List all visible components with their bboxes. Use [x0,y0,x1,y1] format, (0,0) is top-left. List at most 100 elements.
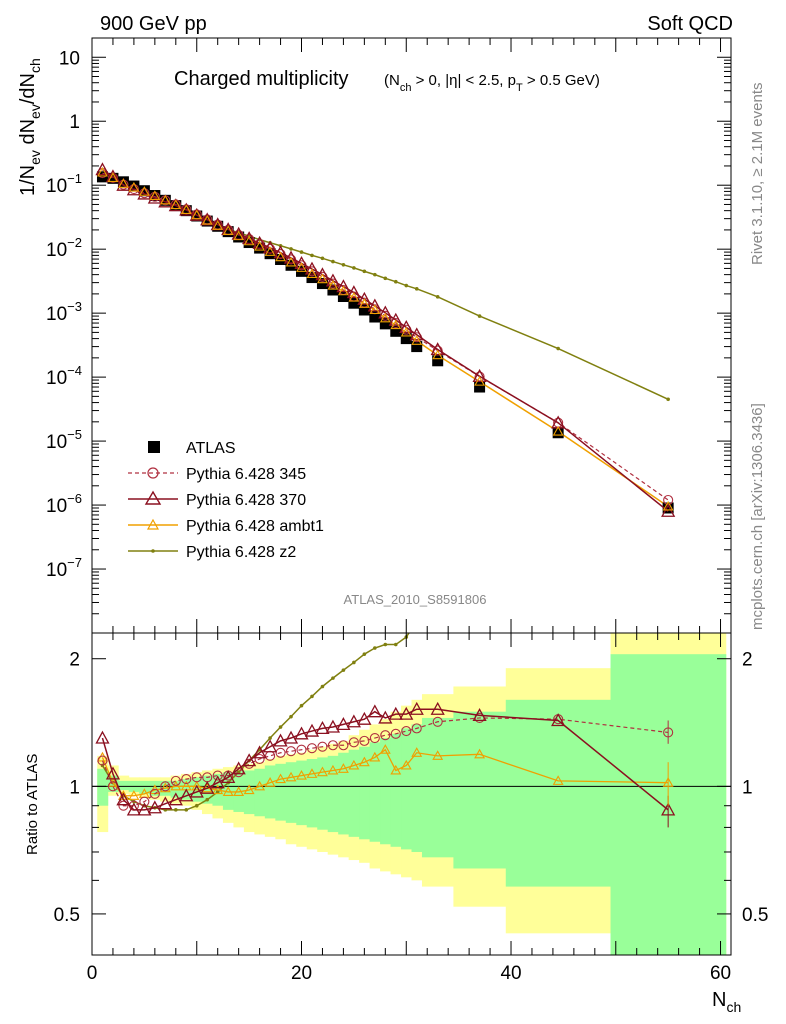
point-ambt1 [180,204,192,215]
ratio-point-z2 [320,684,325,689]
x-tick-label: 0 [87,963,98,984]
ratio-point-z2 [415,620,419,624]
ratio-uncertainty-bands [97,633,727,955]
ratio-point-z2 [666,402,670,406]
ratio-point-ambt1 [474,748,486,759]
ratio-point-ambt1 [275,773,286,784]
data-point [233,231,245,243]
ratio-point-ambt1 [348,759,360,770]
ratio-point-ambt1 [400,759,412,770]
legend-label-data: ATLAS [186,440,236,457]
ratio-point-p345 [285,746,297,757]
main-panel-ticks [91,37,731,634]
band-green [222,772,234,810]
ratio-point-p345 [139,796,150,807]
ratio-point-p370 [158,796,173,810]
point-ambt1 [348,291,360,302]
ratio-point-p345 [97,755,108,766]
y-tick-label: 1 [69,112,80,133]
ratio-point-z2 [299,703,304,708]
data-point [117,176,129,188]
ratio-point-z2 [331,676,335,680]
band-green [390,733,402,847]
ratio-point-p345 [181,774,192,785]
point-p370 [252,235,267,249]
point-ambt1 [264,246,276,256]
point-p370 [189,207,204,221]
ratio-point-p370 [210,775,225,789]
ratio-point-z2 [556,488,560,492]
point-z2 [435,295,440,299]
ratio-point-p370 [221,769,236,783]
point-ambt1 [400,326,412,337]
point-ambt1 [390,319,402,330]
y-axis-label: 1/Nev dNev/dNch [17,58,43,196]
ratio-point-p345 [390,728,401,739]
point-ambt1 [296,262,307,272]
side-label-bottom: mcplots.cern.ch [arXiv:1306.3436] [749,403,766,630]
ratio-point-p370 [378,710,393,724]
point-z2 [477,314,482,318]
ratio-point-z2 [289,714,293,719]
point-p370 [200,212,215,226]
point-p370 [357,291,372,305]
point-ambt1 [117,178,129,188]
point-ambt1 [201,214,213,225]
point-p370 [304,261,320,275]
legend-marker-z2 [151,549,155,553]
data-point [662,502,674,514]
x-tick-label: 40 [500,963,521,984]
band-green [97,768,109,806]
ratio-point-z2 [194,803,199,808]
point-ambt1 [107,172,119,182]
band-green [233,770,245,812]
legend-marker-ambt1 [146,518,160,530]
point-ambt1 [285,256,297,267]
point-z2 [362,269,367,274]
legend-label-p345: Pythia 6.428 345 [186,466,306,483]
point-z2 [341,262,346,267]
data-point [390,325,402,337]
y-tick-label: 10−5 [46,427,82,453]
ratio-point-ambt1 [191,780,203,791]
ratio-point-p370 [325,719,341,733]
ratio-point-z2 [478,554,482,558]
main-y-tick-labels: 10 1 10−1 10−2 10−3 10−4 10−5 10−6 10−7 [46,48,82,581]
ratio-point-p345 [118,800,129,811]
ratio-point-p370 [200,780,215,794]
point-p370 [336,279,351,293]
point-ambt1 [337,285,349,296]
point-p370 [409,327,424,341]
point-p370 [346,285,361,299]
data-point [128,180,140,192]
ratio-point-p345 [149,788,160,799]
point-ambt1 [254,240,266,251]
ratio-y-axis-label: Ratio to ATLAS [24,754,41,855]
chart-title: Charged multiplicity [174,68,349,90]
ratio-point-z2 [352,660,356,665]
ratio-point-p370 [179,788,194,802]
x-tick-labels: 0 20 40 60 [87,963,731,984]
data-point [358,304,370,316]
band-green [453,711,507,869]
data-point [159,194,171,206]
ratio-point-p370 [409,701,424,715]
point-ambt1 [149,190,161,200]
data-point [107,172,119,184]
data-point [337,291,349,303]
band-green [411,724,423,852]
band-green [264,765,276,819]
ratio-point-p345 [296,744,307,755]
data-point [222,226,234,238]
ratio-point-p370 [472,708,487,722]
point-p370 [95,162,110,176]
ratio-point-ambt1 [254,780,266,791]
ratio-point-p370 [168,792,183,806]
ratio-point-p345 [369,732,380,744]
band-green [139,780,151,794]
point-p370 [273,245,288,259]
ratio-point-z2 [393,642,398,647]
ratio-point-z2 [215,790,220,794]
point-z2 [556,346,560,351]
ratio-point-ambt1 [243,784,255,795]
